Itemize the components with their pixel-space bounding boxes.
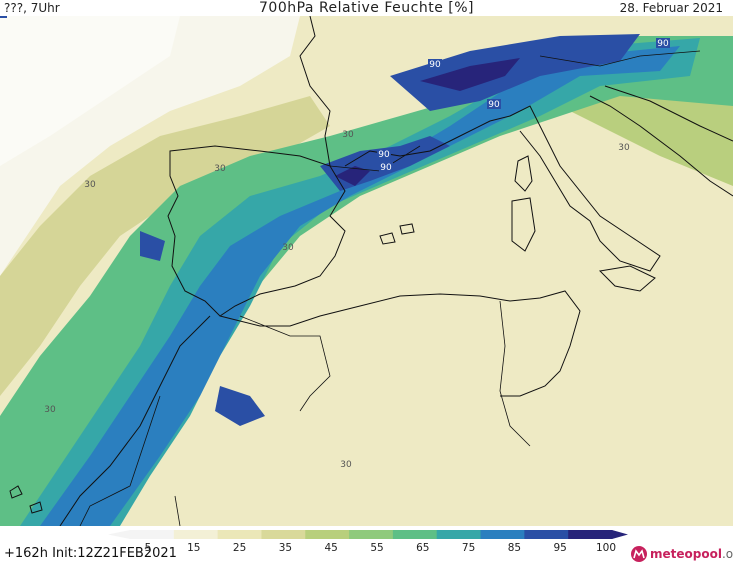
map-title: 700hPa Relative Feuchte [%]	[259, 0, 474, 16]
legend-swatch	[217, 530, 262, 539]
contour-label: 90	[380, 163, 392, 173]
legend-arrow-high	[612, 530, 628, 539]
legend-tick-label: 5	[145, 542, 152, 554]
contour-label-bg	[428, 59, 442, 69]
saturated-core-morocco	[215, 386, 265, 426]
legend-swatch	[392, 530, 438, 539]
legend-swatch	[436, 530, 482, 539]
logo-icon	[631, 546, 647, 562]
contour-label: 30	[340, 460, 352, 470]
legend-swatch	[349, 530, 394, 539]
legend-swatch	[173, 530, 219, 539]
contour-label: 90	[488, 100, 500, 110]
header-valid-time: ???, 7Uhr	[4, 1, 60, 15]
legend-swatch	[480, 530, 525, 539]
contour-label-bg	[377, 149, 391, 159]
contour-label: 30	[44, 405, 56, 415]
contour-label: 90	[657, 39, 669, 49]
legend-arrow-low	[108, 530, 130, 539]
saturated-core-alps-dark	[420, 58, 520, 91]
legend-tick-label: 35	[279, 542, 292, 554]
legend-tick-label: 100	[596, 542, 616, 554]
contour-label-bg	[487, 99, 501, 109]
logo-text: meteopool.org	[650, 547, 733, 561]
moderate-region-west	[0, 96, 330, 396]
contour-label: 90	[378, 150, 390, 160]
legend-swatch	[568, 530, 613, 539]
coastlines	[9, 16, 733, 526]
saturated-core-portugal	[140, 231, 165, 261]
contour-label-bg	[379, 162, 393, 172]
legend-tick-label: 45	[325, 542, 338, 554]
contour-label: 30	[214, 164, 226, 174]
contour-label: 30	[342, 130, 354, 140]
contour-label-bg	[0, 16, 7, 18]
very-dry-region	[0, 16, 180, 166]
legend-swatch	[261, 530, 306, 539]
legend-tick-label: 75	[462, 542, 475, 554]
legend-swatch	[524, 530, 569, 539]
legend-swatch	[130, 530, 175, 539]
very-wet-band	[40, 46, 680, 526]
init-time: +162h Init:12Z21FEB2021	[4, 546, 177, 561]
legend-tick-label: 55	[370, 542, 383, 554]
legend-tick-label: 65	[416, 542, 429, 554]
legend-tick-label: 25	[233, 542, 246, 554]
legend-tick-label: 15	[187, 542, 200, 554]
contour-label: 90	[0, 16, 6, 19]
meteopool-logo[interactable]: meteopool.org	[630, 544, 733, 564]
contour-label: 30	[282, 243, 294, 253]
contour-label-bg	[656, 38, 670, 48]
saturated-core-pyrenees-dark	[335, 166, 370, 186]
legend-swatch	[305, 530, 350, 539]
saturated-core-alps	[390, 34, 640, 111]
contour-labels: 30 30 30 30 30 30 30 90 90 90 90 90 90	[0, 16, 670, 470]
legend-tick-label: 85	[508, 542, 521, 554]
header-date: 28. Februar 2021	[619, 1, 723, 15]
legend-tick-label: 95	[554, 542, 567, 554]
contour-label: 30	[84, 180, 96, 190]
contour-label: 90	[429, 60, 441, 70]
color-legend: 5 15 25 35 45 55 65 75 85 95 100	[108, 530, 628, 554]
contour-label: 30	[618, 143, 630, 153]
humidity-map: 30 30 30 30 30 30 30 90 90 90 90 90 90	[0, 16, 733, 526]
